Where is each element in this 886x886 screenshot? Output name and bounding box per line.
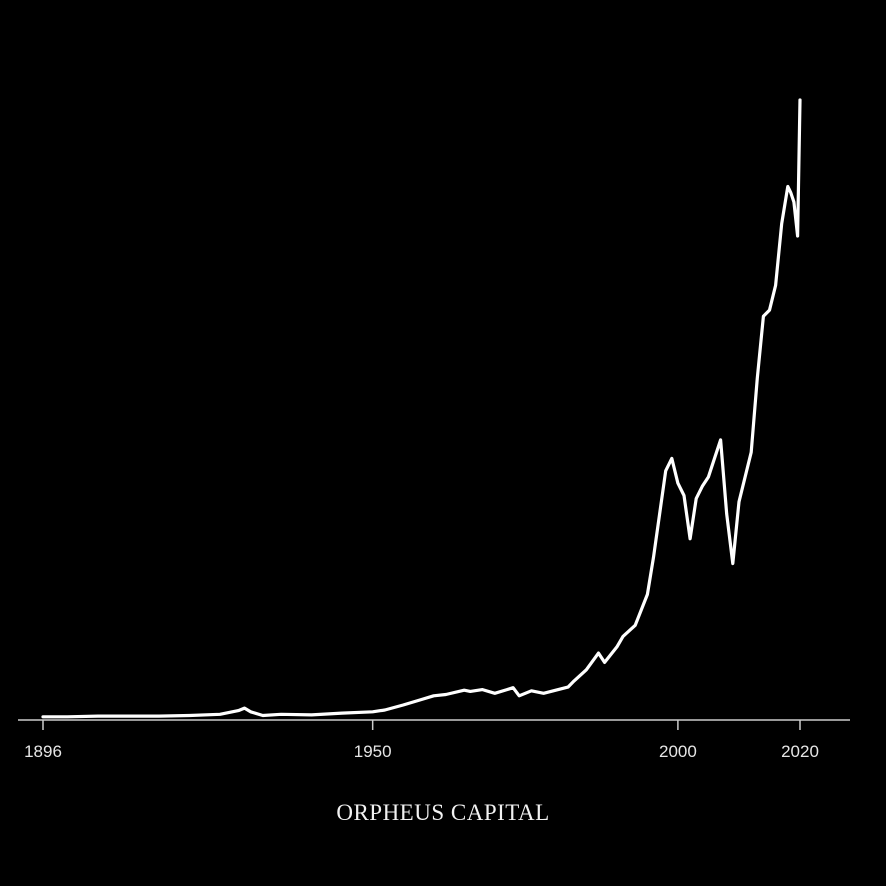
series-line — [41, 98, 802, 719]
brand-name: ORPHEUS CAPITAL — [336, 800, 550, 825]
x-tick-label: 2020 — [781, 742, 819, 761]
x-tick-label: 1896 — [24, 742, 62, 761]
x-tick-label: 2000 — [659, 742, 697, 761]
x-axis-ticks: 1896 1950 2000 2020 — [24, 720, 819, 761]
x-tick-label: 1950 — [354, 742, 392, 761]
